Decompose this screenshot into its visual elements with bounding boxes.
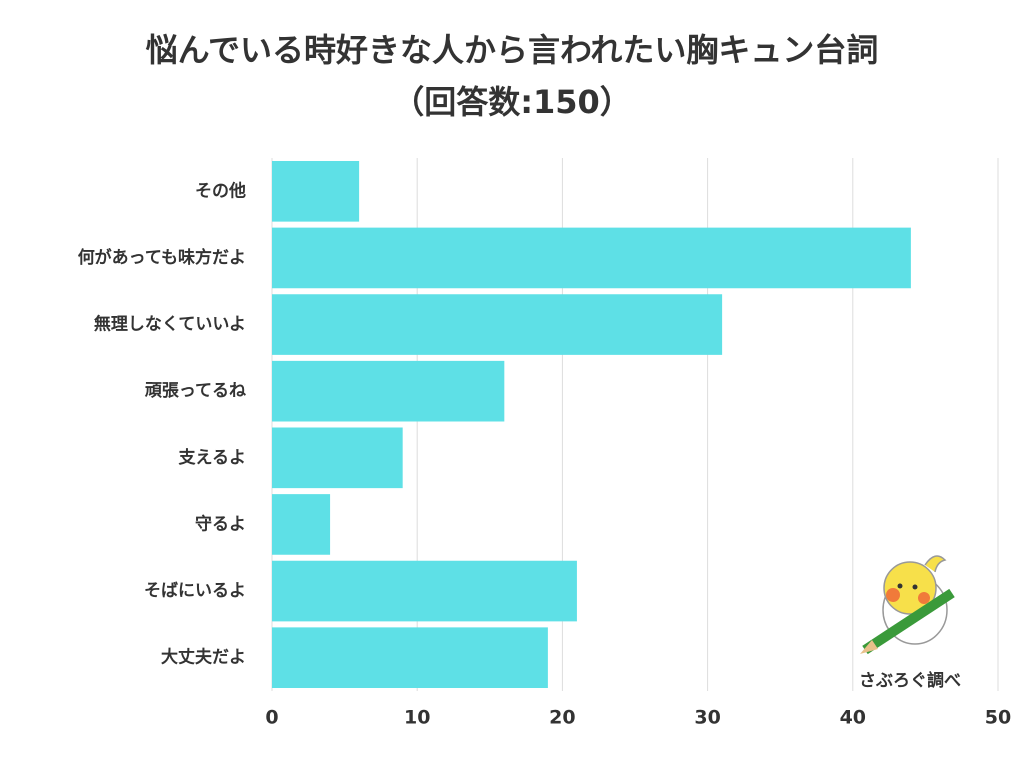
bar [272,294,723,355]
x-tick-label: 10 [404,707,430,729]
y-tick-label: 何があっても味方だよ [78,247,246,268]
x-tick-label: 40 [840,707,866,729]
bar [272,427,403,489]
x-tick-label: 0 [265,707,278,729]
x-tick-label: 20 [549,707,575,729]
bar [272,560,577,622]
bar [272,160,360,222]
x-tick-label: 50 [985,707,1011,729]
y-tick-label: そばにいるよ [144,581,246,601]
y-tick-label: その他 [195,180,246,201]
chart-title: 悩んでいる時好きな人から言われたい胸キュン台詞 [146,31,879,69]
y-tick-label: 無理しなくていいよ [94,314,246,335]
bar [272,227,911,289]
y-tick-label: 支えるよ [179,447,247,468]
source-note: さぶろぐ調べ [859,670,961,691]
bar [272,360,505,422]
mascot [860,555,955,655]
y-tick-label: 頑張ってるね [144,381,246,401]
y-tick-label: 大丈夫だよ [161,647,246,668]
y-tick-label: 守るよ [195,513,246,534]
chart-subtitle: （回答数:150） [392,83,632,121]
x-tick-label: 30 [694,707,720,729]
bar [272,494,331,555]
bar [272,627,548,689]
